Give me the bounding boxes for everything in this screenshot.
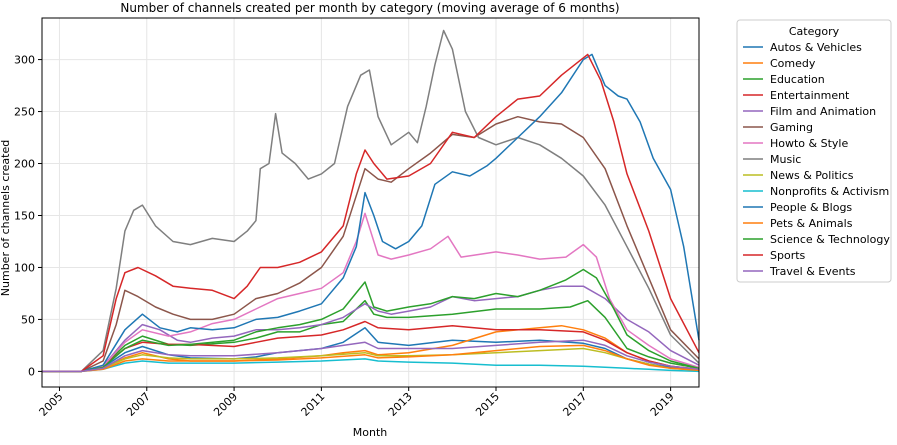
y-tick-label: 0: [28, 365, 35, 378]
series-line-people-blogs: [42, 53, 700, 373]
series-line-travel-events: [42, 339, 700, 373]
x-tick-label: 2013: [386, 390, 415, 419]
series-line-gaming: [42, 115, 700, 373]
x-tick-label: 2009: [211, 390, 240, 419]
legend-label-nonprofits-activism: Nonprofits & Activism: [770, 185, 889, 198]
x-tick-label: 2019: [648, 390, 677, 419]
y-axis-ticks: 0 50 100 150 200 250 300: [14, 54, 42, 378]
legend-label-news-politics: News & Politics: [770, 169, 854, 182]
y-axis-title: Number of channels created: [0, 140, 12, 296]
series-line-science-technology: [42, 268, 700, 373]
legend-label-travel-events: Travel & Events: [769, 265, 856, 278]
grid: [42, 18, 699, 387]
x-tick-label: 2007: [124, 390, 153, 419]
legend-label-comedy: Comedy: [770, 57, 816, 70]
chart-title: Number of channels created per month by …: [120, 1, 619, 15]
y-tick-label: 50: [21, 313, 35, 326]
legend-label-education: Education: [770, 73, 825, 86]
series-line-music: [42, 29, 700, 373]
x-tick-label: 2015: [473, 390, 502, 419]
legend-label-science-technology: Science & Technology: [770, 233, 890, 246]
y-tick-label: 300: [14, 54, 35, 67]
x-axis-ticks: 2005 2007 2009 2011 2013 2015 2017 2019: [37, 387, 677, 419]
series-line-autos-vehicles: [42, 327, 700, 373]
legend-label-music: Music: [770, 153, 801, 166]
legend-label-pets-animals: Pets & Animals: [770, 217, 853, 230]
x-tick-label: 2017: [560, 390, 589, 419]
series-line-sports: [42, 53, 700, 373]
x-axis-title: Month: [353, 426, 388, 439]
series-line-education: [42, 299, 700, 373]
x-tick-label: 2011: [299, 390, 328, 419]
legend-label-people-blogs: People & Blogs: [770, 201, 852, 214]
y-tick-label: 250: [14, 106, 35, 119]
y-tick-label: 150: [14, 209, 35, 222]
series-line-entertainment: [42, 320, 700, 373]
series-line-howto-style: [42, 212, 700, 373]
series-line-news-politics: [42, 347, 700, 373]
series-line-film-and-animation: [42, 285, 700, 373]
legend-items: Autos & Vehicles Comedy Education Entertain…: [743, 41, 890, 278]
series-lines: [42, 29, 700, 373]
legend-label-sports: Sports: [770, 249, 806, 262]
series-line-comedy: [42, 324, 700, 373]
legend-label-howto-style: Howto & Style: [770, 137, 848, 150]
y-tick-label: 100: [14, 261, 35, 274]
legend-title: Category: [789, 25, 840, 38]
legend-label-autos-vehicles: Autos & Vehicles: [770, 41, 862, 54]
y-tick-label: 200: [14, 158, 35, 171]
legend: Category Autos & Vehicles Comedy Education…: [736, 19, 892, 283]
plot-area-frame: [41, 17, 700, 388]
series-line-pets-animals: [42, 344, 700, 373]
series-line-nonprofits-activism: [42, 358, 700, 373]
x-tick-label: 2005: [37, 390, 66, 419]
legend-box: [736, 19, 892, 283]
legend-label-gaming: Gaming: [770, 121, 813, 134]
legend-label-film-and-animation: Film and Animation: [770, 105, 876, 118]
legend-label-entertainment: Entertainment: [770, 89, 850, 102]
